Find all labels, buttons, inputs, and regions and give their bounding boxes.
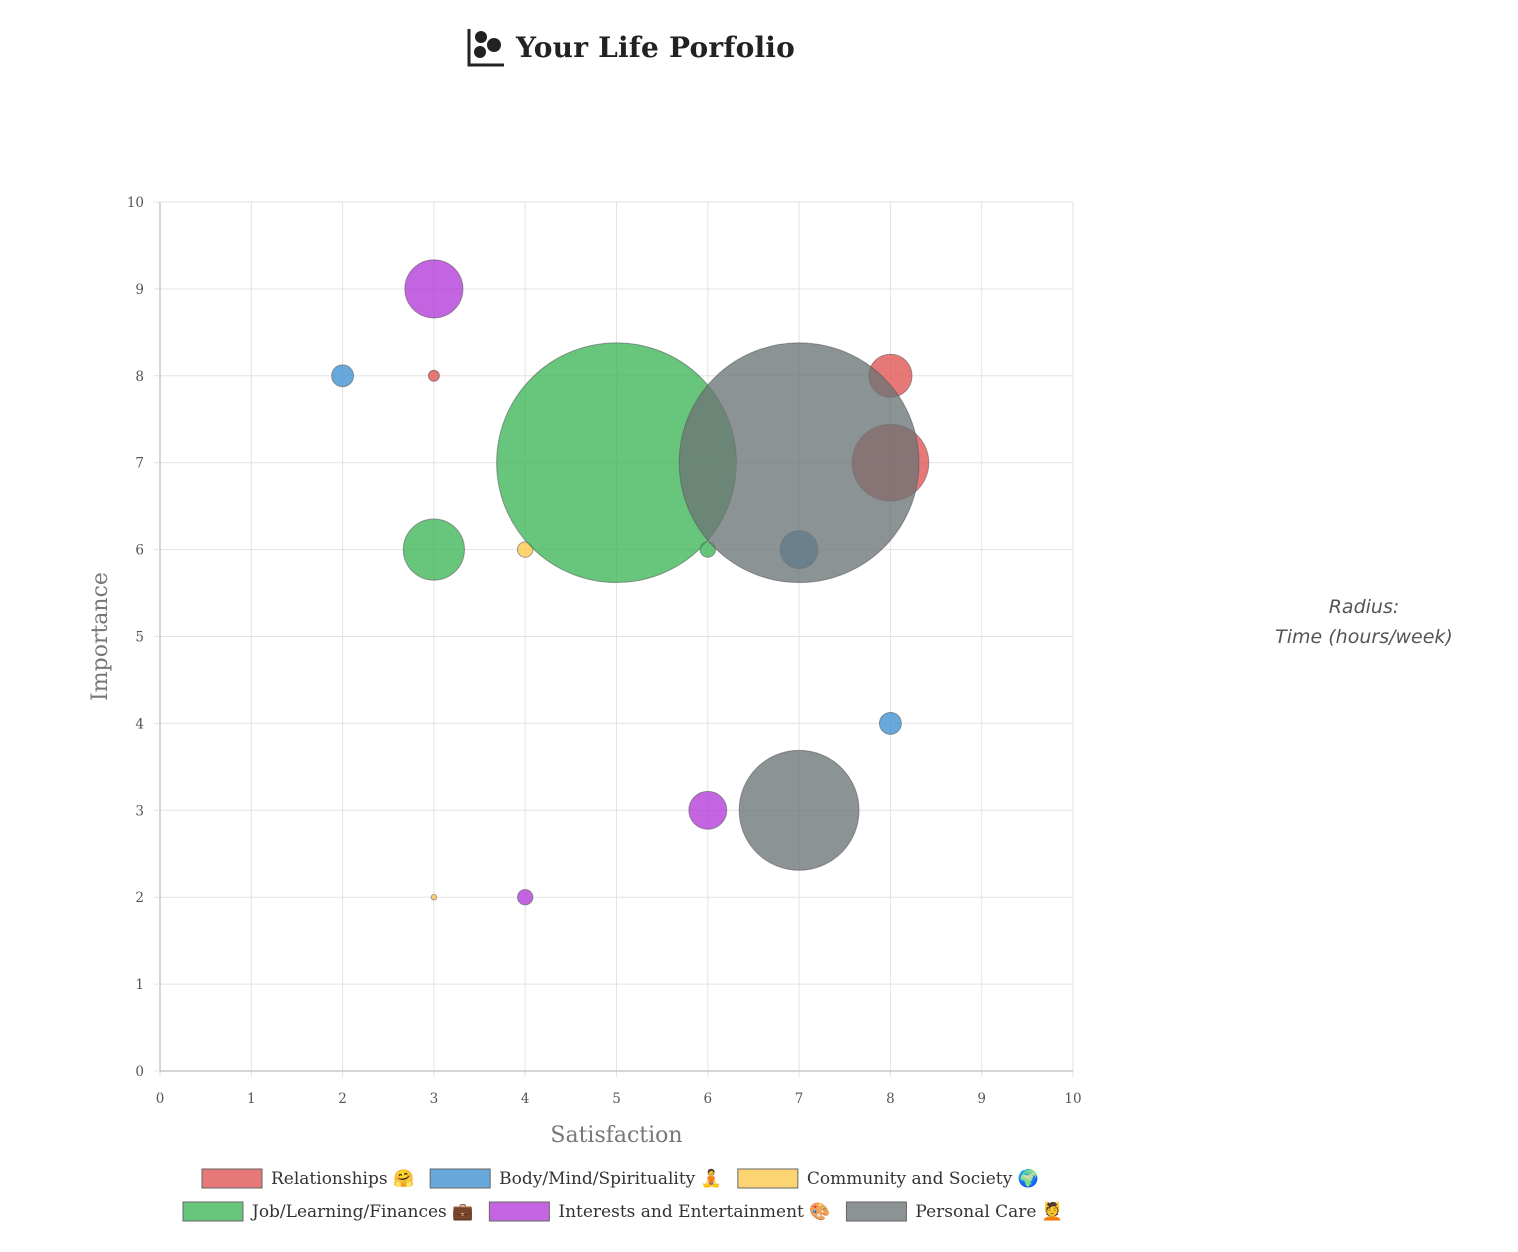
y-tick-label: 2 bbox=[135, 890, 144, 906]
legend-label[interactable]: Community and Society 🌍 bbox=[807, 1168, 1039, 1189]
y-tick-label: 0 bbox=[135, 1064, 144, 1080]
x-tick-label: 8 bbox=[886, 1091, 895, 1107]
x-tick-label: 2 bbox=[338, 1091, 347, 1107]
x-axis-title: Satisfaction bbox=[550, 1123, 682, 1148]
y-tick-label: 3 bbox=[135, 803, 144, 819]
legend-swatch[interactable] bbox=[488, 1201, 550, 1222]
bubble-chart-icon bbox=[467, 29, 504, 67]
y-axis-title: Importance bbox=[88, 572, 113, 701]
legend-swatch[interactable] bbox=[182, 1201, 244, 1222]
legend-swatch[interactable] bbox=[201, 1168, 263, 1189]
page-title: Your Life Porfolio bbox=[516, 30, 796, 64]
x-tick-label: 7 bbox=[795, 1091, 804, 1107]
x-tick-label: 5 bbox=[612, 1091, 621, 1107]
legend-label[interactable]: Interests and Entertainment 🎨 bbox=[558, 1201, 830, 1222]
x-tick-label: 9 bbox=[977, 1091, 986, 1107]
bubble-point[interactable] bbox=[427, 369, 440, 382]
radius-note-label: Radius: bbox=[1328, 596, 1400, 618]
radius-note-unit: Time (hours/week) bbox=[1275, 626, 1453, 648]
x-tick-label: 3 bbox=[430, 1091, 439, 1107]
page-header: Your Life Porfolio bbox=[466, 26, 795, 68]
y-tick-label: 7 bbox=[135, 456, 144, 472]
bubble-point[interactable] bbox=[402, 518, 465, 581]
x-tick-label: 6 bbox=[704, 1091, 713, 1107]
radius-note: Radius: Time (hours/week) bbox=[1254, 592, 1474, 652]
chart-grid bbox=[154, 201, 1074, 1077]
chart-legend: Relationships 🤗 Body/Mind/Spirituality 🧘 C… bbox=[182, 1168, 1063, 1222]
x-tick-label: 4 bbox=[521, 1091, 530, 1107]
chart-bubbles bbox=[331, 259, 930, 906]
legend-swatch[interactable] bbox=[429, 1168, 491, 1189]
y-tick-label: 8 bbox=[135, 369, 144, 385]
legend-label[interactable]: Body/Mind/Spirituality 🧘 bbox=[499, 1168, 722, 1189]
bubble-point[interactable] bbox=[688, 790, 728, 830]
x-tick-label: 1 bbox=[247, 1091, 256, 1107]
legend-swatch[interactable] bbox=[737, 1168, 799, 1189]
y-tick-label: 9 bbox=[135, 282, 144, 298]
bubble-point[interactable] bbox=[699, 541, 716, 558]
x-tick-label: 10 bbox=[1064, 1091, 1081, 1107]
bubble-point[interactable] bbox=[878, 711, 902, 735]
chart-axes bbox=[159, 202, 1073, 1072]
bubble-point[interactable] bbox=[331, 364, 355, 388]
chart-ticks: 0 1 2 3 4 5 6 7 8 9 10 0 1 2 3 4 5 6 7 8 9 10 bbox=[127, 195, 1082, 1107]
legend-label[interactable]: Personal Care 💆 bbox=[915, 1201, 1063, 1222]
y-tick-label: 1 bbox=[135, 977, 144, 993]
bubble-point[interactable] bbox=[404, 259, 464, 319]
bubble-point[interactable] bbox=[517, 541, 534, 558]
y-tick-label: 6 bbox=[135, 543, 144, 559]
y-tick-label: 10 bbox=[127, 195, 144, 211]
x-tick-label: 0 bbox=[156, 1091, 165, 1107]
bubble-point[interactable] bbox=[678, 342, 920, 584]
bubble-point[interactable] bbox=[430, 894, 438, 901]
y-tick-label: 4 bbox=[135, 716, 144, 732]
legend-swatch[interactable] bbox=[845, 1201, 907, 1222]
bubble-point[interactable] bbox=[738, 749, 860, 871]
legend-label[interactable]: Relationships 🤗 bbox=[271, 1169, 414, 1189]
bubble-point[interactable] bbox=[517, 889, 534, 906]
y-tick-label: 5 bbox=[135, 630, 144, 646]
legend-label[interactable]: Job/Learning/Finances 💼 bbox=[250, 1202, 473, 1222]
